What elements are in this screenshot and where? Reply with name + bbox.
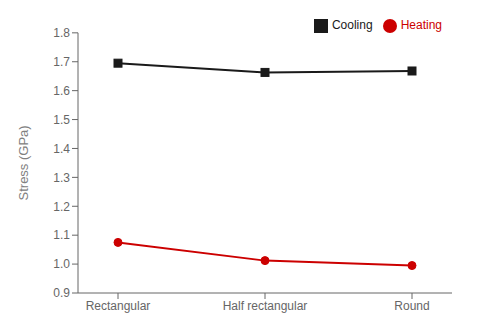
svg-text:1.6: 1.6 — [53, 84, 70, 98]
svg-text:1.8: 1.8 — [53, 26, 70, 40]
svg-text:1.4: 1.4 — [53, 142, 70, 156]
svg-text:1.2: 1.2 — [53, 200, 70, 214]
svg-text:Stress (GPa): Stress (GPa) — [16, 125, 31, 200]
svg-text:1.5: 1.5 — [53, 113, 70, 127]
svg-text:Rectangular: Rectangular — [86, 299, 151, 313]
svg-text:0.9: 0.9 — [53, 286, 70, 300]
html-text:Cooling: Cooling — [331, 18, 373, 32]
svg-text:Half rectangular: Half rectangular — [223, 299, 308, 313]
svg-text:1.3: 1.3 — [53, 171, 70, 185]
svg-text:1.0: 1.0 — [53, 257, 70, 271]
svg-text:1.7: 1.7 — [53, 55, 70, 69]
html-text:Heating: Heating — [400, 18, 442, 32]
svg-text:Round: Round — [394, 299, 429, 313]
svg-text:1.1: 1.1 — [53, 228, 70, 242]
